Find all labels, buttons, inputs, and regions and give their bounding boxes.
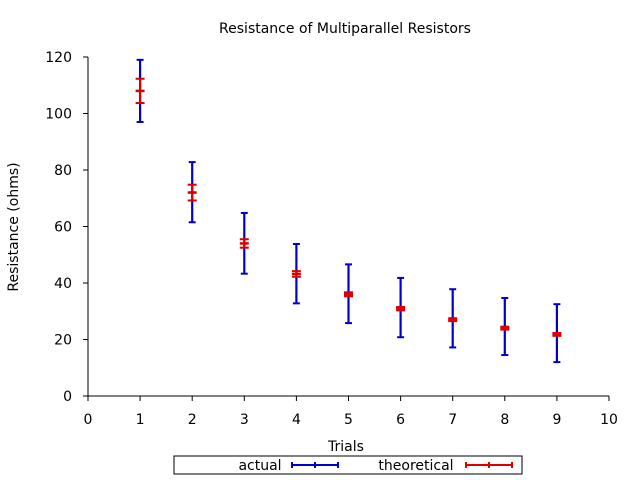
x-axis-label: Trials <box>327 439 364 455</box>
legend-label-actual: actual <box>238 458 281 474</box>
y-tick-label: 80 <box>54 163 72 179</box>
y-tick-label: 40 <box>54 276 72 292</box>
series-actual <box>136 58 561 364</box>
y-tick-label: 100 <box>45 107 72 123</box>
axes: 0 20 40 60 80 100 120 0 1 2 3 4 5 6 7 8 9 10 <box>45 50 618 428</box>
x-tick-label: 9 <box>552 412 561 428</box>
x-tick-label: 4 <box>292 412 301 428</box>
legend-label-theoretical: theoretical <box>378 458 453 474</box>
series-theoretical <box>135 77 562 337</box>
y-tick-label: 0 <box>63 389 72 405</box>
x-tick-label: 10 <box>600 412 618 428</box>
x-tick-label: 7 <box>448 412 457 428</box>
x-tick-label: 3 <box>240 412 249 428</box>
legend: actual theoretical <box>173 455 523 475</box>
x-tick-label: 0 <box>84 412 93 428</box>
data-marks <box>135 58 562 364</box>
x-tick-label: 5 <box>344 412 353 428</box>
y-tick-label: 20 <box>54 333 72 349</box>
chart-title: Resistance of Multiparallel Resistors <box>219 21 471 37</box>
x-tick-label: 8 <box>500 412 509 428</box>
x-tick-label: 2 <box>188 412 197 428</box>
y-axis-label: Resistance (ohms) <box>6 162 22 291</box>
y-tick-label: 60 <box>54 220 72 236</box>
x-tick-label: 6 <box>396 412 405 428</box>
x-tick-label: 1 <box>136 412 145 428</box>
legend-box <box>173 455 523 475</box>
y-tick-label: 120 <box>45 50 72 66</box>
